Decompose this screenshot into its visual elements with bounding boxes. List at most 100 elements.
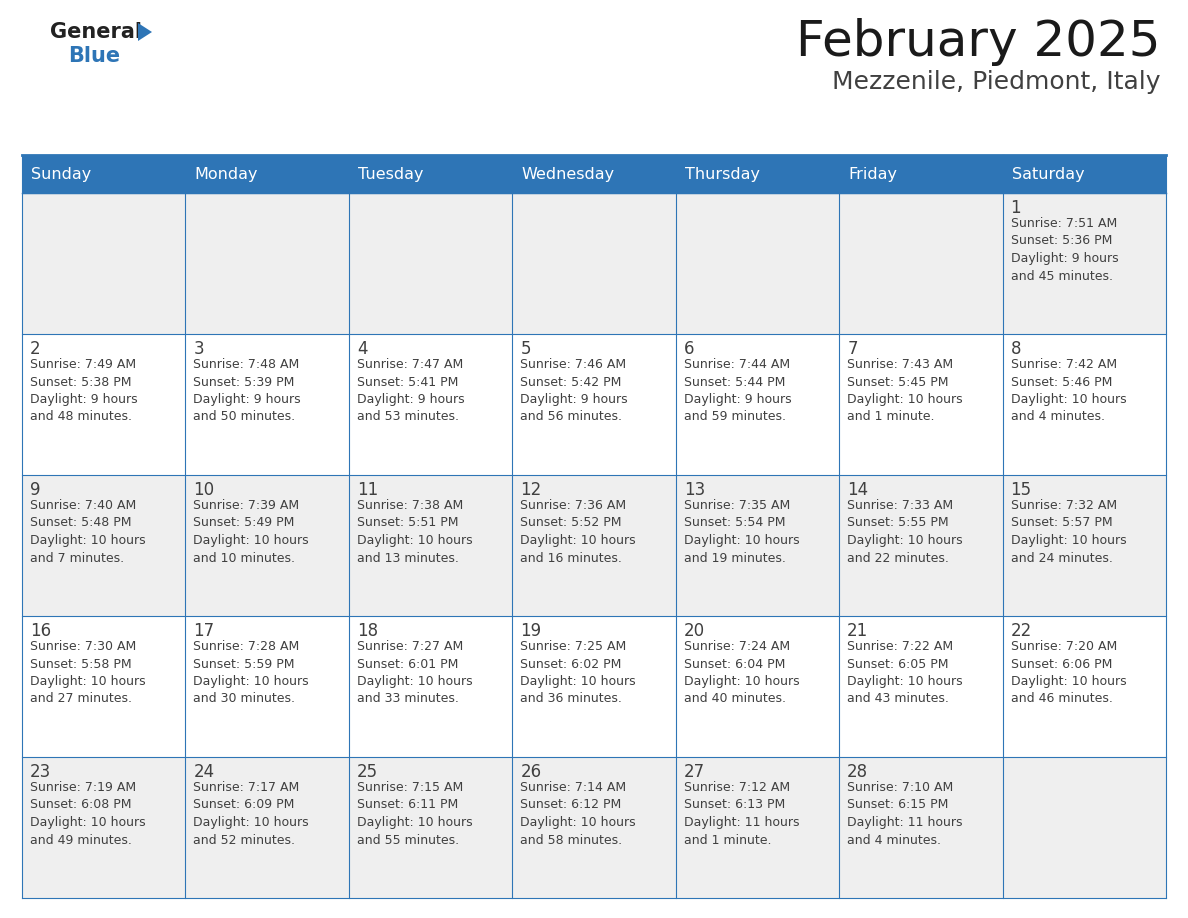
Text: Wednesday: Wednesday [522, 166, 614, 182]
Text: Friday: Friday [848, 166, 897, 182]
Bar [23, 193, 185, 334]
Bar [512, 155, 676, 193]
Text: Sunrise: 7:10 AM
Sunset: 6:15 PM
Daylight: 11 hours
and 4 minutes.: Sunrise: 7:10 AM Sunset: 6:15 PM Dayligh… [847, 781, 962, 846]
Bar [185, 475, 349, 616]
Bar [676, 616, 839, 757]
Bar [839, 616, 1003, 757]
Text: Thursday: Thursday [684, 166, 759, 182]
Text: Sunrise: 7:28 AM
Sunset: 5:59 PM
Daylight: 10 hours
and 30 minutes.: Sunrise: 7:28 AM Sunset: 5:59 PM Dayligh… [194, 640, 309, 706]
Text: Sunrise: 7:32 AM
Sunset: 5:57 PM
Daylight: 10 hours
and 24 minutes.: Sunrise: 7:32 AM Sunset: 5:57 PM Dayligh… [1011, 499, 1126, 565]
Bar [839, 757, 1003, 898]
Text: Sunrise: 7:40 AM
Sunset: 5:48 PM
Daylight: 10 hours
and 7 minutes.: Sunrise: 7:40 AM Sunset: 5:48 PM Dayligh… [30, 499, 146, 565]
Bar [23, 155, 185, 193]
Text: 24: 24 [194, 763, 215, 781]
Text: 16: 16 [30, 622, 51, 640]
Text: 18: 18 [356, 622, 378, 640]
Text: 14: 14 [847, 481, 868, 499]
Text: 23: 23 [30, 763, 51, 781]
Bar [1003, 475, 1165, 616]
Bar [676, 757, 839, 898]
Polygon shape [138, 23, 152, 41]
Text: 8: 8 [1011, 340, 1020, 358]
Text: Sunrise: 7:36 AM
Sunset: 5:52 PM
Daylight: 10 hours
and 16 minutes.: Sunrise: 7:36 AM Sunset: 5:52 PM Dayligh… [520, 499, 636, 565]
Text: Sunrise: 7:30 AM
Sunset: 5:58 PM
Daylight: 10 hours
and 27 minutes.: Sunrise: 7:30 AM Sunset: 5:58 PM Dayligh… [30, 640, 146, 706]
Bar [23, 616, 185, 757]
Text: Monday: Monday [195, 166, 258, 182]
Bar [349, 616, 512, 757]
Text: Sunrise: 7:43 AM
Sunset: 5:45 PM
Daylight: 10 hours
and 1 minute.: Sunrise: 7:43 AM Sunset: 5:45 PM Dayligh… [847, 358, 962, 423]
Text: Sunrise: 7:20 AM
Sunset: 6:06 PM
Daylight: 10 hours
and 46 minutes.: Sunrise: 7:20 AM Sunset: 6:06 PM Dayligh… [1011, 640, 1126, 706]
Bar [349, 334, 512, 475]
Text: 25: 25 [356, 763, 378, 781]
Text: 22: 22 [1011, 622, 1032, 640]
Text: 6: 6 [684, 340, 694, 358]
Bar [185, 334, 349, 475]
Text: 12: 12 [520, 481, 542, 499]
Text: 20: 20 [684, 622, 704, 640]
Text: 28: 28 [847, 763, 868, 781]
Bar [349, 757, 512, 898]
Text: Sunrise: 7:33 AM
Sunset: 5:55 PM
Daylight: 10 hours
and 22 minutes.: Sunrise: 7:33 AM Sunset: 5:55 PM Dayligh… [847, 499, 962, 565]
Text: Sunrise: 7:22 AM
Sunset: 6:05 PM
Daylight: 10 hours
and 43 minutes.: Sunrise: 7:22 AM Sunset: 6:05 PM Dayligh… [847, 640, 962, 706]
Text: 4: 4 [356, 340, 367, 358]
Bar [1003, 155, 1165, 193]
Bar [349, 475, 512, 616]
Bar [512, 616, 676, 757]
Bar [1003, 616, 1165, 757]
Text: Sunrise: 7:24 AM
Sunset: 6:04 PM
Daylight: 10 hours
and 40 minutes.: Sunrise: 7:24 AM Sunset: 6:04 PM Dayligh… [684, 640, 800, 706]
Text: Sunrise: 7:27 AM
Sunset: 6:01 PM
Daylight: 10 hours
and 33 minutes.: Sunrise: 7:27 AM Sunset: 6:01 PM Dayligh… [356, 640, 473, 706]
Text: Sunrise: 7:38 AM
Sunset: 5:51 PM
Daylight: 10 hours
and 13 minutes.: Sunrise: 7:38 AM Sunset: 5:51 PM Dayligh… [356, 499, 473, 565]
Bar [839, 155, 1003, 193]
Bar [23, 334, 185, 475]
Text: Tuesday: Tuesday [358, 166, 423, 182]
Bar [23, 475, 185, 616]
Bar [839, 193, 1003, 334]
Bar [839, 334, 1003, 475]
Text: Sunrise: 7:48 AM
Sunset: 5:39 PM
Daylight: 9 hours
and 50 minutes.: Sunrise: 7:48 AM Sunset: 5:39 PM Dayligh… [194, 358, 301, 423]
Text: Sunday: Sunday [31, 166, 91, 182]
Text: 13: 13 [684, 481, 704, 499]
Text: Sunrise: 7:49 AM
Sunset: 5:38 PM
Daylight: 9 hours
and 48 minutes.: Sunrise: 7:49 AM Sunset: 5:38 PM Dayligh… [30, 358, 138, 423]
Bar [23, 757, 185, 898]
Text: Saturday: Saturday [1011, 166, 1085, 182]
Text: Sunrise: 7:15 AM
Sunset: 6:11 PM
Daylight: 10 hours
and 55 minutes.: Sunrise: 7:15 AM Sunset: 6:11 PM Dayligh… [356, 781, 473, 846]
Bar [185, 155, 349, 193]
Text: Sunrise: 7:47 AM
Sunset: 5:41 PM
Daylight: 9 hours
and 53 minutes.: Sunrise: 7:47 AM Sunset: 5:41 PM Dayligh… [356, 358, 465, 423]
Text: 5: 5 [520, 340, 531, 358]
Bar [185, 193, 349, 334]
Bar [512, 334, 676, 475]
Text: 17: 17 [194, 622, 215, 640]
Text: Mezzenile, Piedmont, Italy: Mezzenile, Piedmont, Italy [832, 70, 1159, 94]
Bar [676, 475, 839, 616]
Text: 19: 19 [520, 622, 542, 640]
Text: 27: 27 [684, 763, 704, 781]
Text: Sunrise: 7:25 AM
Sunset: 6:02 PM
Daylight: 10 hours
and 36 minutes.: Sunrise: 7:25 AM Sunset: 6:02 PM Dayligh… [520, 640, 636, 706]
Text: Sunrise: 7:42 AM
Sunset: 5:46 PM
Daylight: 10 hours
and 4 minutes.: Sunrise: 7:42 AM Sunset: 5:46 PM Dayligh… [1011, 358, 1126, 423]
Text: Sunrise: 7:51 AM
Sunset: 5:36 PM
Daylight: 9 hours
and 45 minutes.: Sunrise: 7:51 AM Sunset: 5:36 PM Dayligh… [1011, 217, 1118, 283]
Bar [349, 193, 512, 334]
Text: 21: 21 [847, 622, 868, 640]
Bar [1003, 334, 1165, 475]
Bar [839, 475, 1003, 616]
Bar [676, 155, 839, 193]
Text: 9: 9 [30, 481, 40, 499]
Text: Blue: Blue [68, 46, 120, 66]
Text: Sunrise: 7:46 AM
Sunset: 5:42 PM
Daylight: 9 hours
and 56 minutes.: Sunrise: 7:46 AM Sunset: 5:42 PM Dayligh… [520, 358, 628, 423]
Bar [1003, 193, 1165, 334]
Text: General: General [50, 22, 143, 42]
Bar [512, 475, 676, 616]
Bar [512, 193, 676, 334]
Bar [676, 334, 839, 475]
Text: 10: 10 [194, 481, 215, 499]
Text: Sunrise: 7:44 AM
Sunset: 5:44 PM
Daylight: 9 hours
and 59 minutes.: Sunrise: 7:44 AM Sunset: 5:44 PM Dayligh… [684, 358, 791, 423]
Bar [512, 757, 676, 898]
Bar [185, 757, 349, 898]
Text: 2: 2 [30, 340, 40, 358]
Text: Sunrise: 7:35 AM
Sunset: 5:54 PM
Daylight: 10 hours
and 19 minutes.: Sunrise: 7:35 AM Sunset: 5:54 PM Dayligh… [684, 499, 800, 565]
Text: Sunrise: 7:17 AM
Sunset: 6:09 PM
Daylight: 10 hours
and 52 minutes.: Sunrise: 7:17 AM Sunset: 6:09 PM Dayligh… [194, 781, 309, 846]
Text: 7: 7 [847, 340, 858, 358]
Text: Sunrise: 7:14 AM
Sunset: 6:12 PM
Daylight: 10 hours
and 58 minutes.: Sunrise: 7:14 AM Sunset: 6:12 PM Dayligh… [520, 781, 636, 846]
Text: 26: 26 [520, 763, 542, 781]
Text: 15: 15 [1011, 481, 1031, 499]
Text: 3: 3 [194, 340, 204, 358]
